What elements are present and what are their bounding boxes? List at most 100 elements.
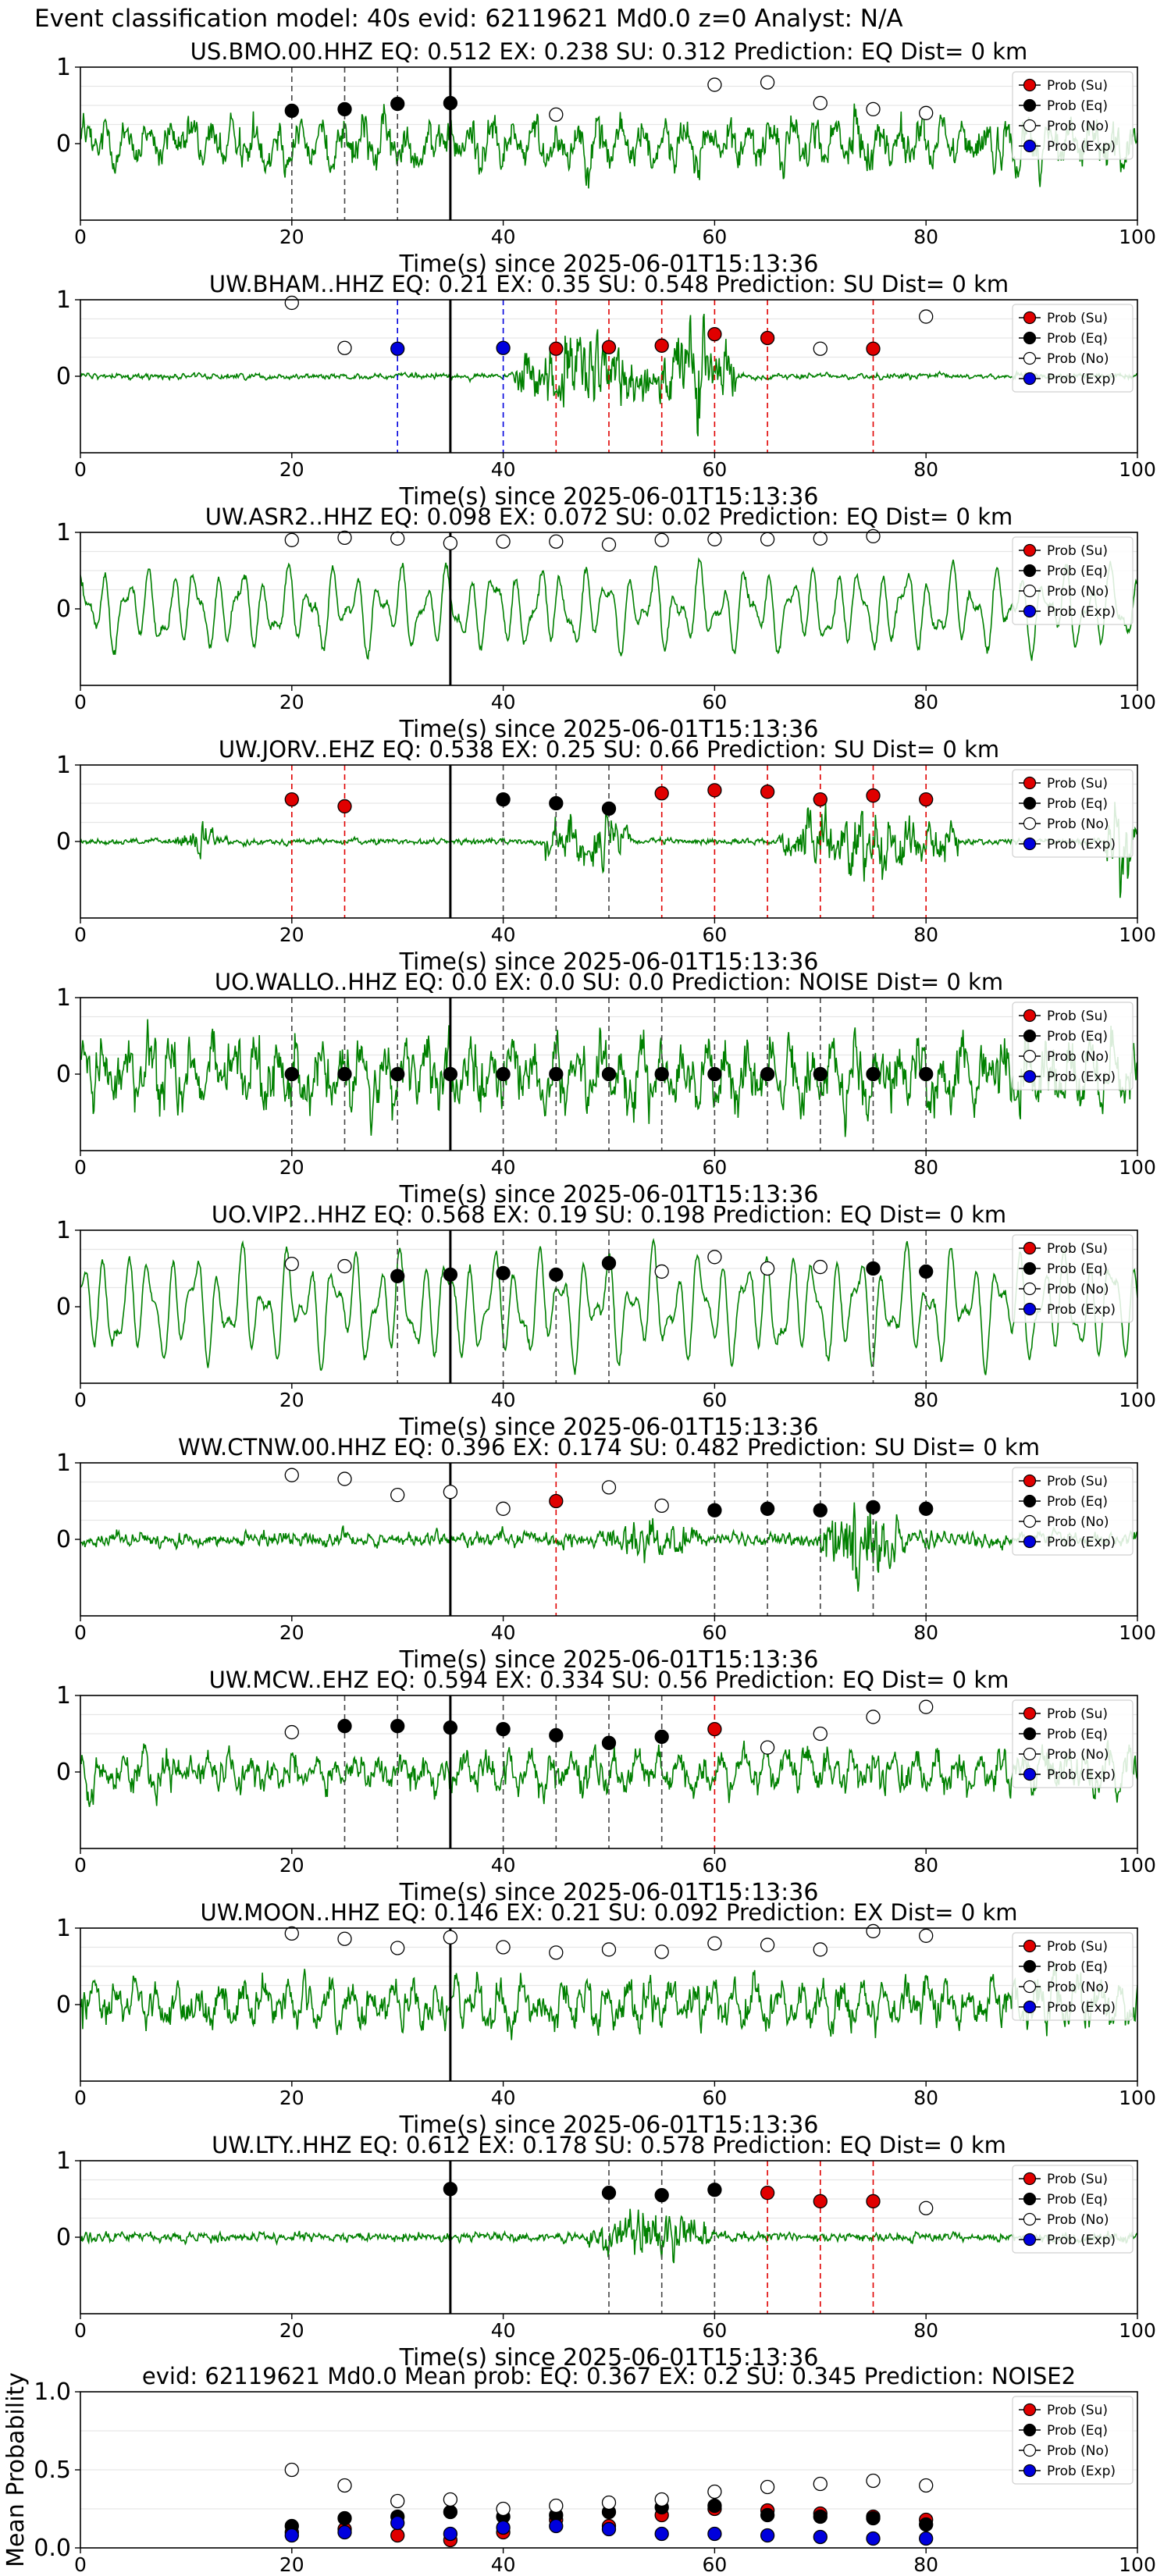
y-tick-label: 0 xyxy=(56,828,71,856)
x-tick-label: 20 xyxy=(279,226,304,248)
legend-box xyxy=(1012,304,1134,393)
waveform-trace xyxy=(80,557,1137,661)
prob-point-eq xyxy=(654,1729,669,1745)
legend-marker-exp xyxy=(1023,139,1037,153)
prob-point-su xyxy=(707,1721,722,1737)
x-tick-label: 60 xyxy=(702,2553,727,2576)
x-tick-label: 80 xyxy=(913,691,938,713)
prob-point-no xyxy=(654,1264,669,1279)
prob-point-eq xyxy=(496,1265,511,1281)
legend-marker-su xyxy=(1023,776,1037,790)
panel-title: UW.BHAM..HHZ EQ: 0.21 EX: 0.35 SU: 0.548… xyxy=(209,271,1009,297)
prob-point-eq xyxy=(390,1719,405,1734)
prob-point-eq xyxy=(337,101,352,117)
prob-point-no xyxy=(760,1740,775,1755)
mean-point-eq xyxy=(707,2498,722,2514)
legend-label: Prob (Exp) xyxy=(1047,2233,1116,2248)
x-tick-label: 100 xyxy=(1119,2553,1156,2576)
legend-box xyxy=(1012,536,1134,625)
x-tick-label: 0 xyxy=(74,1854,87,1877)
prob-point-no xyxy=(443,535,458,550)
legend-label: Prob (No) xyxy=(1047,1747,1109,1763)
legend-marker-su xyxy=(1023,1474,1037,1488)
x-tick-label: 100 xyxy=(1119,226,1156,248)
y-tick-label: 1 xyxy=(56,984,71,1012)
mean-point-no xyxy=(707,2484,722,2500)
x-axis-label: Time(s) since 2025-06-01T15:13:36 xyxy=(399,948,819,976)
mean-point-no xyxy=(284,2462,299,2478)
prob-point-su xyxy=(601,340,617,354)
prob-point-no xyxy=(760,75,775,90)
x-tick-label: 60 xyxy=(702,458,727,481)
x-tick-label: 100 xyxy=(1119,1156,1156,1179)
legend-label: Prob (Su) xyxy=(1047,2172,1108,2187)
legend-label: Prob (Exp) xyxy=(1047,139,1116,155)
legend-marker-no xyxy=(1023,1514,1037,1528)
prob-point-no xyxy=(654,1944,669,1959)
y-tick-label: 1 xyxy=(56,1682,71,1710)
legend-label: Prob (Su) xyxy=(1047,543,1108,559)
prob-point-su xyxy=(760,785,775,799)
prob-point-eq xyxy=(337,1719,352,1734)
x-tick-label: 80 xyxy=(913,458,938,481)
y-tick-label: 0 xyxy=(56,130,71,158)
legend-label: Prob (Eq) xyxy=(1047,2423,1108,2439)
panel-8: 0 20 40 60 80 100 0 1 UW.MCW..EHZ EQ: 0.594 EX: … xyxy=(56,1667,1156,1906)
x-tick-label: 0 xyxy=(74,1621,87,1644)
mean-point-exp xyxy=(919,2531,934,2546)
x-tick-label: 40 xyxy=(491,458,516,481)
legend-label: Prob (No) xyxy=(1047,584,1109,600)
y-tick-label: 0 xyxy=(56,1991,71,2019)
prob-point-eq xyxy=(496,1721,511,1737)
panel-title: UW.ASR2..HHZ EQ: 0.098 EX: 0.072 SU: 0.0… xyxy=(205,503,1013,530)
x-tick-label: 0 xyxy=(74,691,87,713)
y-tick-label: 1 xyxy=(56,54,71,81)
prob-point-su xyxy=(760,330,775,346)
prob-point-no xyxy=(496,1501,511,1516)
x-tick-label: 100 xyxy=(1119,2319,1156,2342)
x-tick-label: 20 xyxy=(279,691,304,713)
panel-title: UW.LTY..HHZ EQ: 0.612 EX: 0.178 SU: 0.57… xyxy=(212,2132,1006,2158)
legend-marker-su xyxy=(1023,2172,1037,2186)
x-tick-label: 80 xyxy=(913,226,938,248)
prob-point-eq xyxy=(707,1066,722,1082)
panel-title: UW.MOON..HHZ EQ: 0.146 EX: 0.21 SU: 0.09… xyxy=(200,1899,1017,1926)
x-axis-label: Time(s) since 2025-06-01T15:13:36 xyxy=(399,1414,819,1441)
prob-point-su xyxy=(919,792,934,807)
mean-point-eq xyxy=(760,2507,775,2523)
mean-point-no xyxy=(390,2493,405,2509)
mean-point-exp xyxy=(337,2524,352,2540)
prob-point-su xyxy=(866,341,881,356)
legend-label: Prob (No) xyxy=(1047,1980,1109,1995)
x-tick-label: 40 xyxy=(491,2087,516,2109)
prob-point-su xyxy=(654,786,669,801)
legend-marker-no xyxy=(1023,584,1037,598)
y-axis-label: Mean Probability xyxy=(2,2372,30,2567)
y-tick-label: 0 xyxy=(56,1293,71,1321)
mean-point-exp xyxy=(760,2528,775,2543)
legend-box xyxy=(1012,2396,1134,2485)
legend-label: Prob (Exp) xyxy=(1047,1535,1116,1550)
panel-5: 0 20 40 60 80 100 0 1 UO.WALLO..HHZ EQ: 0.0 EX: … xyxy=(56,969,1156,1208)
prob-point-no xyxy=(813,95,828,111)
prob-point-eq xyxy=(496,1066,511,1082)
mean-point-no xyxy=(919,2478,934,2493)
legend-marker-eq xyxy=(1023,98,1037,112)
legend-marker-su xyxy=(1023,1706,1037,1720)
mean-point-exp xyxy=(390,2515,405,2531)
legend-marker-exp xyxy=(1023,372,1037,386)
panel-6: 0 20 40 60 80 100 0 1 UO.VIP2..HHZ EQ: 0.568 EX:… xyxy=(56,1201,1156,1441)
mean-point-exp xyxy=(654,2526,669,2542)
panel-title: UW.JORV..EHZ EQ: 0.538 EX: 0.25 SU: 0.66… xyxy=(219,736,999,763)
prob-point-no xyxy=(601,1480,617,1495)
legend-label: Prob (Su) xyxy=(1047,78,1108,94)
legend-label: Prob (Exp) xyxy=(1047,1069,1116,1085)
legend-marker-no xyxy=(1023,1980,1037,1994)
prob-point-no xyxy=(707,532,722,546)
legend-label: Prob (Eq) xyxy=(1047,2192,1108,2208)
y-tick-label: 0 xyxy=(56,363,71,390)
prob-point-no xyxy=(601,1942,617,1957)
prob-point-eq xyxy=(443,95,458,111)
prob-point-eq xyxy=(601,1066,617,1082)
